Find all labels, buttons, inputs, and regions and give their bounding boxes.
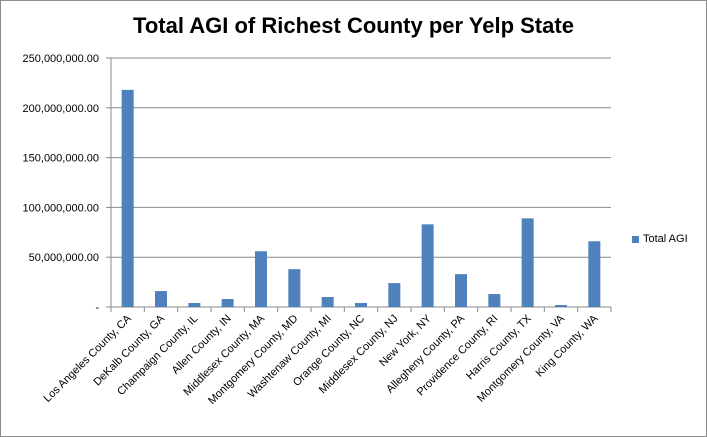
y-tick-label: 50,000,000.00	[29, 252, 99, 264]
y-tick-label: 200,000,000.00	[23, 103, 99, 115]
y-tick-label: -	[95, 302, 99, 314]
legend-swatch	[632, 235, 639, 243]
y-tick-label: 100,000,000.00	[23, 202, 99, 214]
x-tick-label: Allen County, IN	[170, 313, 234, 377]
y-tick-label: 250,000,000.00	[23, 53, 99, 65]
legend-label: Total AGI	[643, 233, 688, 245]
y-tick-label: 150,000,000.00	[23, 153, 99, 165]
x-tick-label: King County, WA	[534, 312, 601, 379]
bar	[521, 218, 534, 307]
bar	[321, 297, 334, 307]
bar	[388, 283, 401, 307]
bar	[221, 299, 234, 307]
bar	[155, 291, 167, 307]
bar	[555, 305, 567, 307]
bar	[488, 294, 501, 307]
bar	[255, 251, 267, 307]
bar	[188, 303, 201, 307]
bar	[288, 269, 301, 307]
legend: Total AGI	[632, 233, 688, 245]
bar	[121, 89, 134, 307]
bar	[355, 303, 367, 307]
bar	[588, 241, 601, 307]
bar	[421, 224, 434, 307]
bar	[455, 274, 467, 307]
chart-title: Total AGI of Richest County per Yelp Sta…	[133, 13, 574, 38]
